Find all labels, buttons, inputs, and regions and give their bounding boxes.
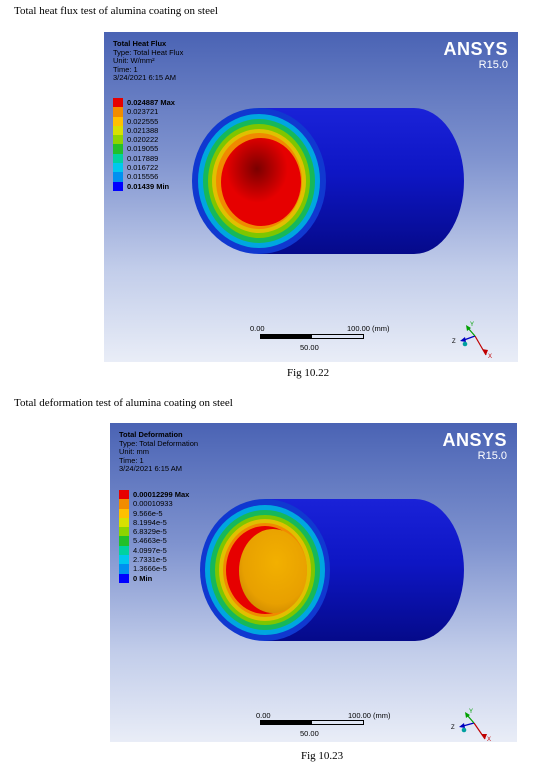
legend-value: 0.019055 [127, 144, 159, 154]
legend-swatch [113, 163, 123, 173]
result-info: Total Deformation Type: Total Deformatio… [119, 430, 199, 474]
legend-swatch [113, 144, 123, 154]
legend-swatch [113, 116, 123, 126]
scale-end: 100.00 (mm) [347, 324, 390, 333]
svg-text:Z: Z [452, 339, 456, 345]
scale-end: 100.00 (mm) [348, 711, 391, 720]
legend-value: 0.023721 [127, 107, 159, 117]
svg-text:Y: Y [469, 709, 473, 715]
legend-swatch [119, 545, 129, 556]
legend-swatch [119, 573, 129, 583]
axis-triad-icon: Y Z X [451, 709, 491, 742]
ansys-logo: ANSYS R15.0 [443, 39, 508, 72]
legend-swatch [119, 564, 129, 574]
result-unit: Unit: mm [119, 447, 149, 457]
legend-value: 5.4663e-5 [133, 536, 167, 546]
legend-swatch [119, 490, 129, 500]
legend-value: 0.017889 [127, 153, 159, 163]
scale-start: 0.00 [250, 324, 265, 333]
svg-text:X: X [488, 354, 492, 360]
ansys-brand: ANSYS [443, 39, 508, 59]
legend-swatch [119, 536, 129, 546]
scale-start: 0.00 [256, 711, 271, 720]
ansys-logo: ANSYS R15.0 [442, 430, 507, 463]
result-type: Type: Total Deformation [119, 438, 199, 448]
scale-mid: 50.00 [300, 343, 319, 352]
legend-value: 0.022555 [127, 116, 159, 126]
legend-swatch [113, 181, 123, 191]
legend-value: 0.021388 [127, 125, 159, 135]
result-title: Total Deformation [119, 430, 183, 439]
legend-value: 2.7331e-5 [133, 555, 167, 565]
legend-swatch [113, 172, 123, 182]
legend-value: 0.01439 Min [127, 181, 170, 191]
legend-swatch [113, 125, 123, 136]
result-date: 3/24/2021 6:15 AM [113, 73, 176, 83]
legend-value: 0.015556 [127, 172, 159, 182]
figure-caption: Fig 10.23 [301, 750, 344, 762]
scale-mid: 50.00 [300, 729, 319, 738]
result-title: Total Heat Flux [113, 39, 167, 48]
legend-value: 0.024887 Max [127, 98, 175, 107]
legend-swatch [113, 135, 123, 145]
ansys-version: R15.0 [477, 450, 507, 462]
legend-swatch [113, 107, 123, 117]
cylinder-model [200, 499, 464, 641]
figure-caption: Fig 10.22 [287, 367, 330, 379]
figure-heading: Total heat flux test of alumina coating … [14, 5, 218, 17]
ansys-version: R15.0 [478, 59, 508, 71]
legend-value: 0 Min [133, 573, 153, 583]
legend-value: 0.00012299 Max [133, 490, 190, 499]
ansys-brand: ANSYS [442, 430, 507, 450]
result-unit: Unit: W/mm² [113, 56, 155, 66]
legend-value: 6.8329e-5 [133, 527, 167, 537]
legend-value: 8.1994e-5 [133, 517, 167, 527]
svg-text:Z: Z [451, 725, 455, 731]
legend-swatch [119, 508, 129, 518]
axis-triad-icon: Y Z X [452, 322, 492, 360]
legend-swatch [119, 517, 129, 528]
legend-value: 9.566e-5 [133, 508, 163, 518]
legend-swatch [119, 527, 129, 537]
legend-value: 0.020222 [127, 135, 159, 145]
result-type: Type: Total Heat Flux [113, 47, 184, 57]
legend-value: 0.016722 [127, 163, 159, 173]
legend-swatch [119, 555, 129, 565]
result-time: Time: 1 [119, 455, 144, 465]
svg-text:Y: Y [470, 322, 474, 328]
legend-value: 1.3666e-5 [133, 564, 167, 574]
scale-bar [260, 334, 364, 339]
cylinder-model [192, 108, 464, 254]
legend-swatch [113, 98, 123, 108]
result-date: 3/24/2021 6:15 AM [119, 464, 182, 474]
inner-surface [239, 529, 307, 613]
figure-heading: Total deformation test of alumina coatin… [14, 397, 233, 409]
legend-value: 4.0997e-5 [133, 545, 167, 555]
result-info: Total Heat Flux Type: Total Heat Flux Un… [113, 39, 184, 83]
legend-swatch [113, 153, 123, 164]
inner-surface [221, 138, 301, 226]
ansys-result-panel: Total Deformation Type: Total Deformatio… [110, 423, 517, 742]
ansys-result-panel: Total Heat Flux Type: Total Heat Flux Un… [104, 32, 518, 362]
result-time: Time: 1 [113, 64, 138, 74]
legend-value: 0.00010933 [133, 499, 173, 509]
scale-bar [260, 720, 364, 725]
svg-text:X: X [487, 737, 491, 742]
legend-swatch [119, 499, 129, 509]
